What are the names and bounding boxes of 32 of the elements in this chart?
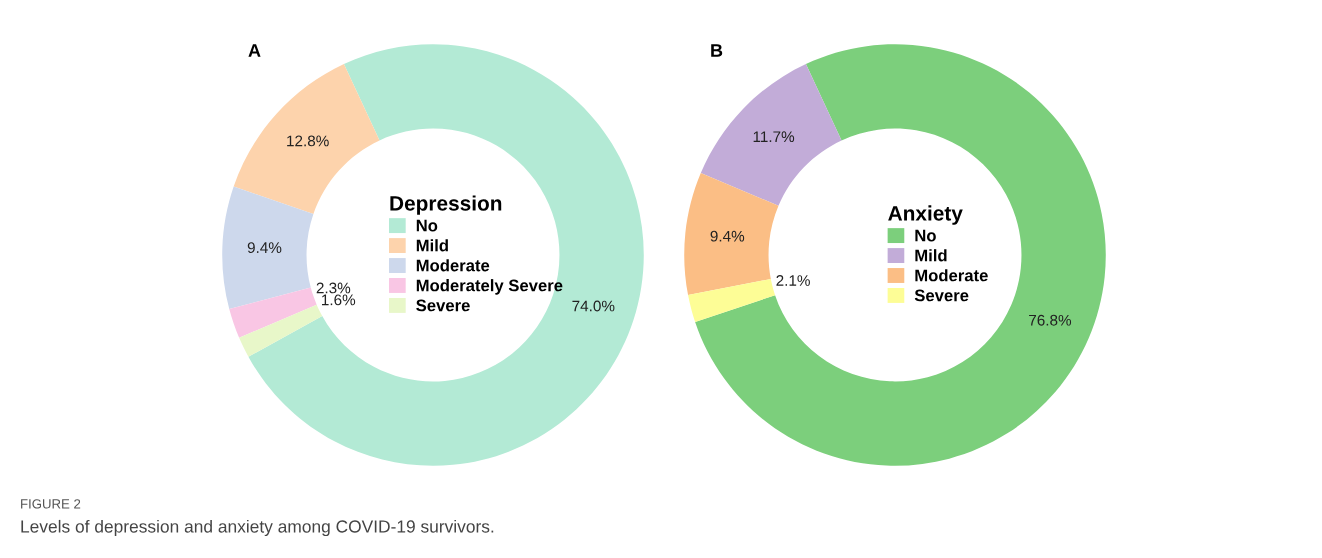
donut-slice bbox=[248, 44, 644, 466]
donut-slice bbox=[695, 44, 1106, 466]
legend-label: Moderately Severe bbox=[416, 279, 563, 295]
data-label: 2.3% bbox=[316, 282, 351, 294]
legend-label: Severe bbox=[416, 299, 470, 312]
donut-slice bbox=[239, 304, 323, 357]
data-label: 9.4% bbox=[247, 242, 282, 254]
legend-label: Moderate bbox=[915, 269, 988, 282]
data-label: 2.1% bbox=[776, 275, 810, 286]
legend-label: Mild bbox=[416, 239, 448, 252]
chart-title: B bbox=[711, 44, 723, 57]
legend-label: Severe bbox=[914, 289, 969, 302]
legend-label: No bbox=[915, 229, 936, 242]
legend-label: No bbox=[416, 219, 438, 232]
data-label: 74.0% bbox=[572, 300, 615, 312]
data-label: 11.7% bbox=[753, 131, 795, 143]
donut-slice bbox=[700, 63, 842, 206]
data-label: 9.4% bbox=[710, 230, 745, 242]
donut-slice bbox=[233, 63, 380, 214]
donut-slice bbox=[688, 279, 776, 322]
donut-slice bbox=[222, 186, 314, 309]
data-label: 1.6% bbox=[322, 294, 356, 306]
data-label: 76.8% bbox=[1029, 314, 1072, 326]
chart-title: A bbox=[248, 44, 261, 57]
caption: FIGURE 2 bbox=[21, 499, 81, 509]
legend-label: Mild bbox=[915, 249, 947, 262]
legend-title: Depression bbox=[390, 195, 502, 215]
legend-label: Moderate bbox=[416, 259, 490, 272]
donut-slice bbox=[229, 287, 317, 338]
legend-title: Anxiety bbox=[888, 205, 963, 225]
data-label: 12.8% bbox=[287, 135, 329, 147]
text: Levels of depression and anxiety among COVID-19 survivors. bbox=[21, 519, 494, 537]
